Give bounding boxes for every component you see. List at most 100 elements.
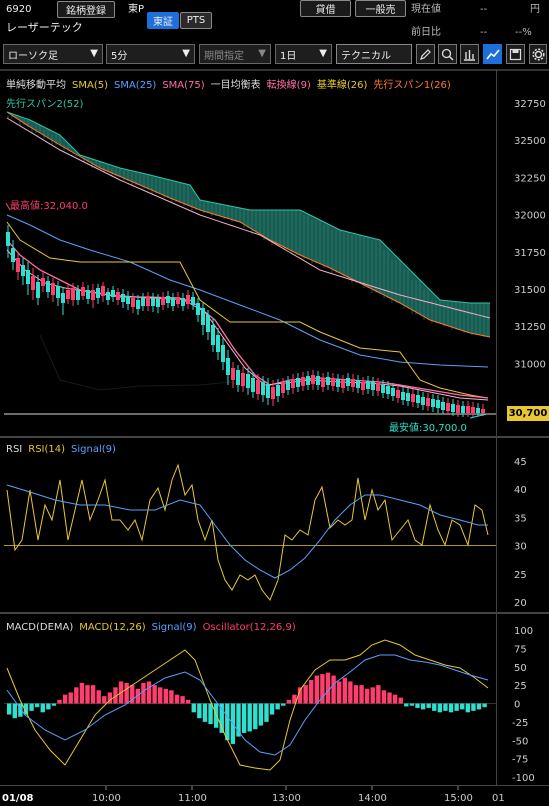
macd-oscillator-bar [68,692,73,704]
sma25-line [6,214,489,368]
candle-body [156,299,160,307]
macd-oscillator-bar [415,703,420,708]
macd-oscillator-bar [85,685,90,704]
candle-body [126,296,130,304]
macd-oscillator-bar [102,696,107,704]
macd-legend-item: MACD(12,26) [79,622,146,633]
rsi-signal-line [6,484,488,579]
rsi-y-tick: 30 [514,542,527,553]
macd-oscillator-bar [420,703,426,710]
candle-body [51,283,55,295]
macd-oscillator-bar [169,690,174,704]
macd-legend-item: MACD(DEMA) [6,622,74,633]
candle-body [376,383,380,391]
macd-oscillator-bar [18,703,23,717]
macd-y-tick: 50 [514,663,527,674]
macd-y-tick: 0 [514,700,520,711]
candle-body [386,386,390,394]
candle-body [36,282,40,298]
register-button[interactable]: 銘柄登録 [57,1,115,18]
candle-body [181,298,185,306]
chart-type-select[interactable]: ローソク足 ▼ [3,44,103,64]
candle-body [216,335,220,352]
macd-oscillator-bar [219,703,224,733]
candle-body [201,308,205,325]
search-zoom-icon[interactable] [438,44,457,64]
margin-general-button[interactable]: 一般売 [355,0,406,17]
macd-y-tick: -25 [512,718,528,729]
macd-oscillator-bar [197,703,202,719]
macd-oscillator-bar [51,703,57,706]
rsi-y-tick: 25 [514,570,527,581]
candle-body [111,290,115,297]
tab-pts[interactable]: PTS [180,12,212,29]
macd-oscillator-bar [40,703,45,713]
candle-body [291,379,295,388]
main-legend-span2: 先行スパン2(52) [6,99,84,110]
macd-oscillator-bar [247,703,252,732]
candle-body [466,406,470,413]
candle-body [46,281,50,292]
candle-body [186,295,190,304]
macd-oscillator-bar [370,687,375,704]
interval-value: 5分 [111,50,128,62]
candle-body [436,400,440,408]
macd-y-tick: 75 [514,644,527,655]
history-icon[interactable] [460,44,479,64]
pencil-icon[interactable] [416,44,435,64]
settings-icon[interactable] [529,44,547,64]
macd-oscillator-bar [426,703,431,708]
macd-oscillator-bar [191,703,196,713]
macd-y-tick: 100 [514,626,533,637]
macd-oscillator-bar [113,687,118,704]
current-price-value: -- [480,4,488,15]
candle-body [456,405,460,413]
macd-oscillator-bar [398,697,403,704]
range-select[interactable]: 1日 ▼ [275,44,332,64]
main-legend-item: 一目均衡表 [210,80,261,91]
macd-oscillator-bar [141,682,146,704]
line-chart-icon[interactable] [483,44,502,64]
macd-oscillator-bar [336,681,342,704]
candle-body [71,288,75,300]
candle-body [176,297,180,304]
candle-body [16,258,20,272]
candle-body [336,379,340,387]
rsi-legend-item: Signal(9) [71,444,116,455]
main-legend: 単純移動平均 SMA(5) SMA(25) SMA(75) 一目均衡表 転換線(9) 基準線… [6,76,457,91]
candle-body [371,382,375,390]
rsi-line [6,463,489,601]
candle-body [106,292,110,300]
macd-oscillator-bar [258,703,264,726]
macd-legend-item: Oscillator(12,26,9) [202,622,296,633]
candle-body [316,376,320,385]
macd-oscillator-bar [409,703,415,706]
low-marker [469,413,488,419]
period-select[interactable]: 期間指定 ▼ [199,44,271,64]
candle-body [246,374,250,388]
candle-body [416,395,420,403]
macd-oscillator-bar [437,703,443,713]
margin-lend-button[interactable]: 貸借 [300,0,351,17]
main-legend-item: 転換線(9) [266,80,311,91]
x-tick-label: 13:00 [272,793,301,804]
candle-body [296,378,300,387]
macd-oscillator-bar [359,685,364,704]
tab-tosho[interactable]: 東証 [147,12,179,29]
macd-oscillator-bar [364,688,370,704]
technical-button[interactable]: テクニカル [336,44,412,64]
candle-body [406,393,410,401]
stock-code: 6920 [6,4,32,15]
prev-ratio-label: 前日比 [411,27,441,38]
macd-oscillator-bar [158,687,163,704]
interval-select[interactable]: 5分 ▼ [106,44,195,64]
macd-oscillator-bar [387,692,392,704]
macd-oscillator-bar [74,687,79,704]
macd-oscillator-bar [264,703,269,722]
macd-oscillator-bar [454,703,459,711]
candle-body [366,381,370,389]
y-tick-label: 32000 [514,211,546,222]
save-icon[interactable] [506,44,525,64]
main-legend-item: 先行スパン1(26) [373,80,451,91]
